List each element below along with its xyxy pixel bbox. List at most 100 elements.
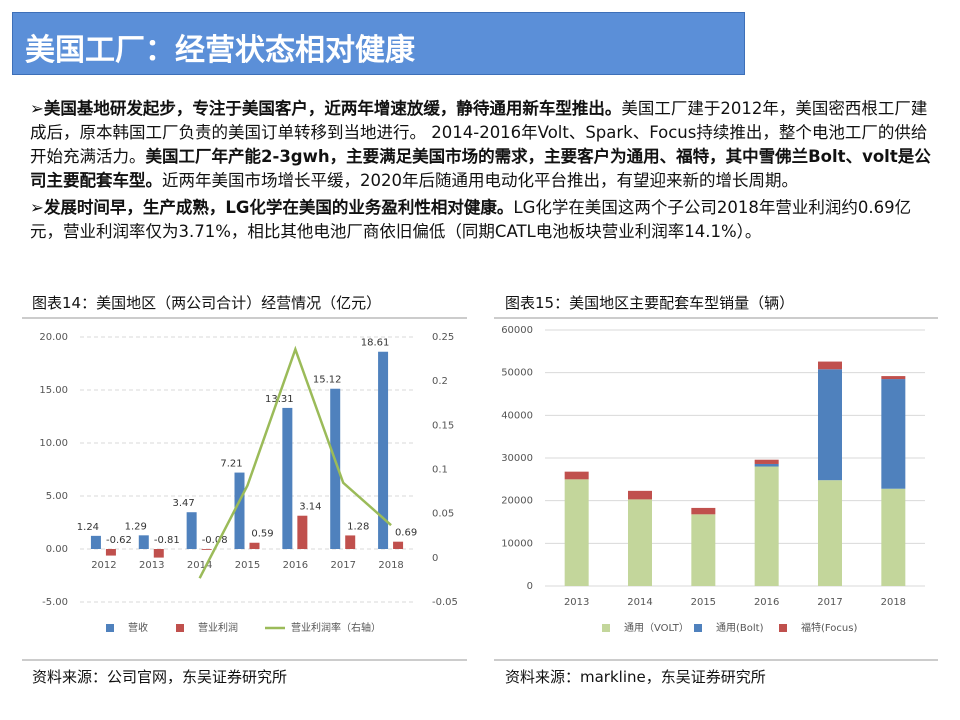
chart-source: 资料来源：markline，东吴证券研究所 (505, 668, 766, 686)
x-tick-label: 2018 (881, 597, 906, 608)
bar-segment (564, 471, 589, 480)
bar (282, 407, 293, 549)
chart-source: 资料来源：公司官网，东吴证券研究所 (32, 668, 288, 686)
y2-tick-label: -0.05 (432, 597, 458, 608)
data-label: 0.59 (251, 529, 273, 540)
line (198, 345, 392, 579)
y-tick-label: 20000 (501, 496, 533, 507)
bar (105, 549, 116, 556)
y2-tick-label: 0.1 (432, 465, 448, 476)
x-tick-label: 2016 (754, 597, 779, 608)
y2-tick-label: 0.25 (432, 332, 454, 343)
legend-label: 营业利润率（右轴） (291, 621, 381, 634)
x-tick-label: 2013 (564, 597, 589, 608)
bar-segment (754, 466, 779, 586)
data-label: 18.61 (361, 338, 390, 349)
bar (393, 541, 404, 549)
x-tick-label: 2017 (817, 597, 842, 608)
bar-segment (881, 488, 906, 586)
bar-segment (691, 507, 716, 515)
bar (201, 549, 212, 550)
x-tick-label: 2013 (139, 560, 164, 571)
x-tick-label: 2017 (330, 560, 355, 571)
bar-segment (818, 480, 842, 586)
y2-tick-label: 0.2 (432, 376, 448, 387)
y2-tick-label: 0 (432, 553, 438, 564)
x-tick-label: 2014 (187, 560, 212, 571)
bar (378, 351, 389, 549)
y-tick-label: 5.00 (46, 491, 68, 502)
data-label: 3.47 (173, 498, 195, 509)
chart-caption: 图表15：美国地区主要配套车型销量（辆） (505, 294, 795, 312)
bar-segment (881, 379, 906, 489)
data-label: -0.81 (154, 535, 180, 546)
y-tick-label: 10000 (501, 538, 533, 549)
bar-segment (628, 490, 652, 500)
bar-segment (818, 369, 842, 481)
bar (90, 535, 101, 549)
legend-label: 营业利润 (198, 621, 238, 634)
chart-caption: 图表14：美国地区（两公司合计）经营情况（亿元） (32, 294, 382, 312)
legend-label: 福特(Focus) (801, 621, 857, 634)
bold-text: 美国工厂年产能2-3gwh，主要满足美国市场的需求，主要客户为通用、福特，其中雪… (30, 147, 931, 190)
data-label: 1.24 (77, 522, 99, 533)
bar-segment (628, 499, 652, 586)
x-tick-label: 2015 (691, 597, 716, 608)
data-label: -0.62 (106, 535, 132, 546)
text: 近两年美国市场增长平缓，2020年后随通用电动化平台推出，有望迎来新的增长周期。 (162, 171, 798, 190)
legend-swatch (779, 624, 787, 632)
x-tick-label: 2016 (283, 560, 308, 571)
x-tick-label: 2015 (235, 560, 260, 571)
data-label: 0.69 (395, 528, 417, 539)
title: 美国工厂：经营状态相对健康 (25, 33, 415, 68)
text: 美国工厂建于2012年，美国密西根工厂建成后，原本韩国工厂负责的美国订单转移到当… (30, 99, 928, 166)
x-tick-label: 2014 (627, 597, 652, 608)
text: LG化学在美国这两个子公司2018年营业利润约0.69亿元，营业利润率仅为3.7… (30, 198, 912, 241)
y-tick-label: 20.00 (39, 332, 68, 343)
paragraph: ➢美国基地研发起步，专注于美国客户，近两年增速放缓，静待通用新车型推出。美国工厂… (30, 97, 935, 193)
legend-swatch (694, 624, 702, 632)
data-label: 13.31 (265, 394, 294, 405)
legend-label: 通用(Bolt) (716, 622, 764, 634)
bar-segment (881, 376, 906, 380)
bar-segment (691, 514, 716, 586)
legend-label: 通用（VOLT） (624, 622, 689, 634)
legend-label: 营收 (128, 621, 148, 634)
bold-text: ➢发展时间早，生产成熟，LG化学在美国的业务盈利性相对健康。 (30, 198, 514, 217)
bar (249, 542, 260, 549)
x-tick-label: 2012 (91, 560, 116, 571)
y2-tick-label: 0.15 (432, 420, 454, 431)
paragraphs: ➢美国基地研发起步，专注于美国客户，近两年增速放缓，静待通用新车型推出。美国工厂… (30, 97, 935, 247)
bar (330, 388, 341, 549)
bold-text: ➢美国基地研发起步，专注于美国客户，近两年增速放缓，静待通用新车型推出。 (30, 99, 622, 118)
y-tick-label: 0 (527, 581, 533, 592)
legend-swatch (602, 624, 610, 632)
data-label: 7.21 (220, 459, 242, 470)
data-label: 15.12 (313, 375, 342, 386)
y2-tick-label: 0.05 (432, 509, 454, 520)
y-tick-label: 15.00 (39, 385, 68, 396)
legend-swatch (106, 624, 114, 632)
data-label: 1.29 (125, 521, 147, 532)
legend-swatch (176, 624, 184, 632)
y-tick-label: -5.00 (42, 597, 68, 608)
y-tick-label: 40000 (501, 410, 533, 421)
y-tick-label: 0.00 (46, 544, 68, 555)
bar (138, 535, 149, 549)
header: 美国工厂：经营状态相对健康 (12, 12, 745, 75)
y-tick-label: 10.00 (39, 438, 68, 449)
bar (153, 549, 164, 558)
bar (297, 515, 308, 549)
paragraph: ➢发展时间早，生产成熟，LG化学在美国的业务盈利性相对健康。LG化学在美国这两个… (30, 196, 935, 244)
y-tick-label: 30000 (501, 453, 533, 464)
bar-segment (754, 459, 779, 464)
bar-segment (818, 361, 842, 370)
y-tick-label: 60000 (501, 325, 533, 336)
bar (186, 512, 197, 549)
x-tick-label: 2018 (378, 560, 403, 571)
bar-segment (754, 463, 779, 467)
data-label: -0.08 (202, 535, 228, 546)
bar-segment (564, 479, 589, 586)
